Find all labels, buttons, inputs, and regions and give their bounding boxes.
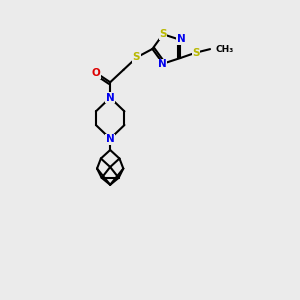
Text: N: N bbox=[177, 34, 185, 44]
Text: N: N bbox=[106, 134, 115, 144]
Text: S: S bbox=[159, 29, 167, 39]
Text: N: N bbox=[158, 59, 167, 69]
Text: CH₃: CH₃ bbox=[215, 45, 234, 54]
Text: S: S bbox=[133, 52, 140, 62]
Text: O: O bbox=[92, 68, 100, 78]
Text: S: S bbox=[192, 48, 200, 58]
Text: N: N bbox=[106, 93, 115, 103]
